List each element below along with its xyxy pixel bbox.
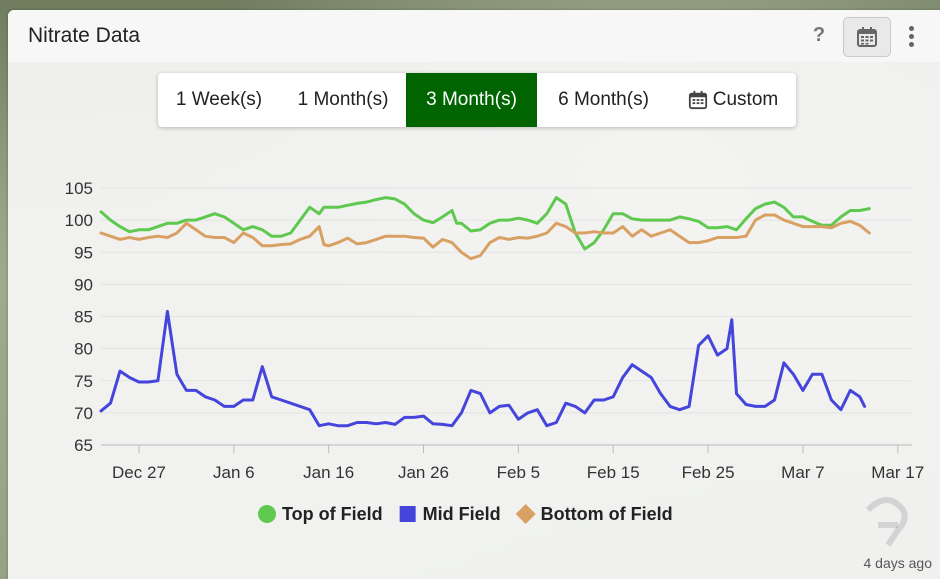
legend-label-mid-field[interactable]: Mid Field bbox=[423, 504, 501, 524]
y-tick-label: 85 bbox=[74, 308, 93, 327]
nitrate-line-chart: 65 70 75 80 85 90 95 100 105 Dec 27 Jan 6 Jan 16 Jan… bbox=[65, 179, 924, 524]
range-label: 1 Week(s) bbox=[175, 89, 263, 110]
range-label: 3 Month(s) bbox=[426, 89, 517, 110]
x-tick-label: Jan 26 bbox=[398, 463, 449, 482]
nitrate-widget: Nitrate Data ? 1 Week(s) 1 Month(s) 3 Mo… bbox=[8, 10, 940, 579]
x-tick-label: Mar 17 bbox=[871, 463, 924, 482]
range-3-month-button[interactable]: 3 Month(s) bbox=[406, 73, 537, 127]
range-6-month-button[interactable]: 6 Month(s) bbox=[537, 73, 670, 127]
calendar-icon bbox=[857, 27, 877, 47]
calendar-button[interactable] bbox=[843, 17, 891, 57]
range-label: 6 Month(s) bbox=[558, 89, 649, 110]
logo-watermark bbox=[858, 490, 918, 555]
legend-marker-top-of-field[interactable] bbox=[258, 505, 276, 523]
y-tick-label: 105 bbox=[65, 179, 93, 198]
x-tick-label: Mar 7 bbox=[781, 463, 824, 482]
range-1-month-button[interactable]: 1 Month(s) bbox=[280, 73, 406, 127]
range-custom-button[interactable]: Custom bbox=[670, 73, 796, 127]
y-tick-label: 75 bbox=[74, 372, 93, 391]
series-line-top-of-field[interactable] bbox=[99, 196, 871, 251]
x-tick-label: Feb 25 bbox=[682, 463, 735, 482]
range-label: Custom bbox=[712, 89, 779, 110]
x-tick-label: Jan 16 bbox=[303, 463, 354, 482]
y-tick-label: 70 bbox=[74, 404, 93, 423]
x-tick-label: Feb 5 bbox=[497, 463, 540, 482]
legend-label-bottom-of-field[interactable]: Bottom of Field bbox=[541, 504, 673, 524]
help-button[interactable]: ? bbox=[812, 24, 826, 46]
range-1-week-button[interactable]: 1 Week(s) bbox=[158, 73, 280, 127]
legend-label-top-of-field[interactable]: Top of Field bbox=[282, 504, 383, 524]
x-tick-label: Dec 27 bbox=[112, 463, 166, 482]
widget-title: Nitrate Data bbox=[28, 24, 141, 47]
range-label: 1 Month(s) bbox=[297, 89, 389, 110]
widget-header: Nitrate Data ? bbox=[8, 10, 940, 62]
x-tick-label: Feb 15 bbox=[587, 463, 640, 482]
legend-marker-bottom-of-field[interactable] bbox=[515, 504, 536, 524]
y-tick-label: 90 bbox=[74, 275, 93, 294]
y-tick-label: 100 bbox=[65, 211, 93, 230]
y-tick-label: 95 bbox=[74, 243, 93, 262]
time-range-selector: 1 Week(s) 1 Month(s) 3 Month(s) 6 Month(… bbox=[158, 73, 796, 127]
calendar-icon bbox=[688, 90, 707, 110]
series-line-bottom-of-field[interactable] bbox=[99, 213, 871, 261]
y-tick-label: 65 bbox=[74, 436, 93, 455]
legend-marker-mid-field[interactable] bbox=[399, 506, 416, 522]
vertical-ellipsis-icon[interactable] bbox=[904, 22, 918, 50]
series-line-mid-field[interactable] bbox=[99, 309, 867, 428]
x-tick-label: Jan 6 bbox=[213, 463, 255, 482]
y-tick-label: 80 bbox=[74, 340, 93, 359]
last-updated-text: 4 days ago bbox=[863, 555, 933, 571]
